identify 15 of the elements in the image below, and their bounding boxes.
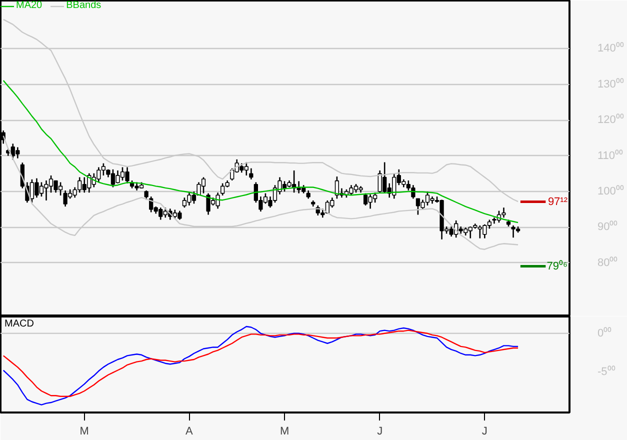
chart-title: MACD [4,318,34,330]
legend-label: BBands [66,0,102,11]
line-series [2,326,519,406]
ref-line-label: 79⁰⁶ [546,259,568,272]
line-series [2,80,519,224]
x-tick-label: J [377,426,383,438]
x-tick-label: A [186,426,194,438]
line-series [2,330,519,397]
ref-line-label: 97¹² [548,196,568,208]
x-tick-label: J [482,426,488,438]
x-tick-label: M [80,426,89,438]
candlestick [144,190,148,200]
candlestick [249,168,254,180]
legend-label: MA20 [16,0,42,11]
x-tick-label: M [280,426,290,438]
